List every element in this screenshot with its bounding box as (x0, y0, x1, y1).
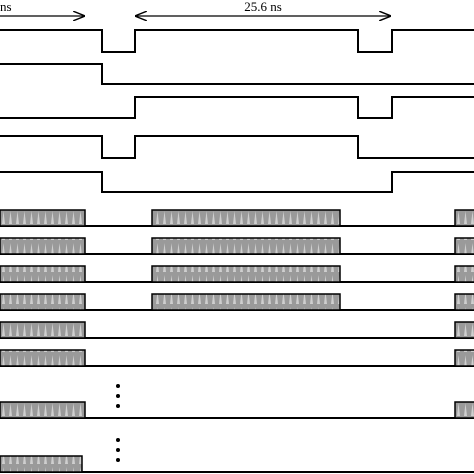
data-block (0, 293, 86, 311)
data-block (0, 455, 83, 473)
signal (0, 63, 474, 85)
data-block (0, 401, 86, 419)
data-block (0, 237, 86, 255)
data-block (151, 265, 341, 283)
dot (116, 438, 120, 442)
data-block (0, 209, 86, 227)
data-block (151, 237, 341, 255)
dot (116, 458, 120, 462)
data-block (454, 265, 474, 283)
dot (116, 394, 120, 398)
data-buses (0, 209, 474, 473)
signal (0, 29, 474, 53)
data-block (454, 401, 474, 419)
period-label: 25.6 ns (244, 0, 282, 14)
data-block (454, 209, 474, 227)
dot (116, 404, 120, 408)
data-block (454, 349, 474, 367)
period-label: ns (0, 0, 12, 14)
data-block (0, 265, 86, 283)
signal (0, 96, 474, 119)
data-block (0, 321, 86, 339)
data-block (0, 349, 86, 367)
period-arrows: ns 25.6 ns (0, 0, 390, 16)
dot (116, 384, 120, 388)
signal (0, 135, 474, 159)
dot (116, 448, 120, 452)
control-signals (0, 29, 474, 193)
data-block (151, 209, 341, 227)
signal (0, 171, 474, 193)
data-block (454, 293, 474, 311)
ellipsis (116, 384, 120, 462)
data-block (151, 293, 341, 311)
data-block (454, 237, 474, 255)
data-block (454, 321, 474, 339)
